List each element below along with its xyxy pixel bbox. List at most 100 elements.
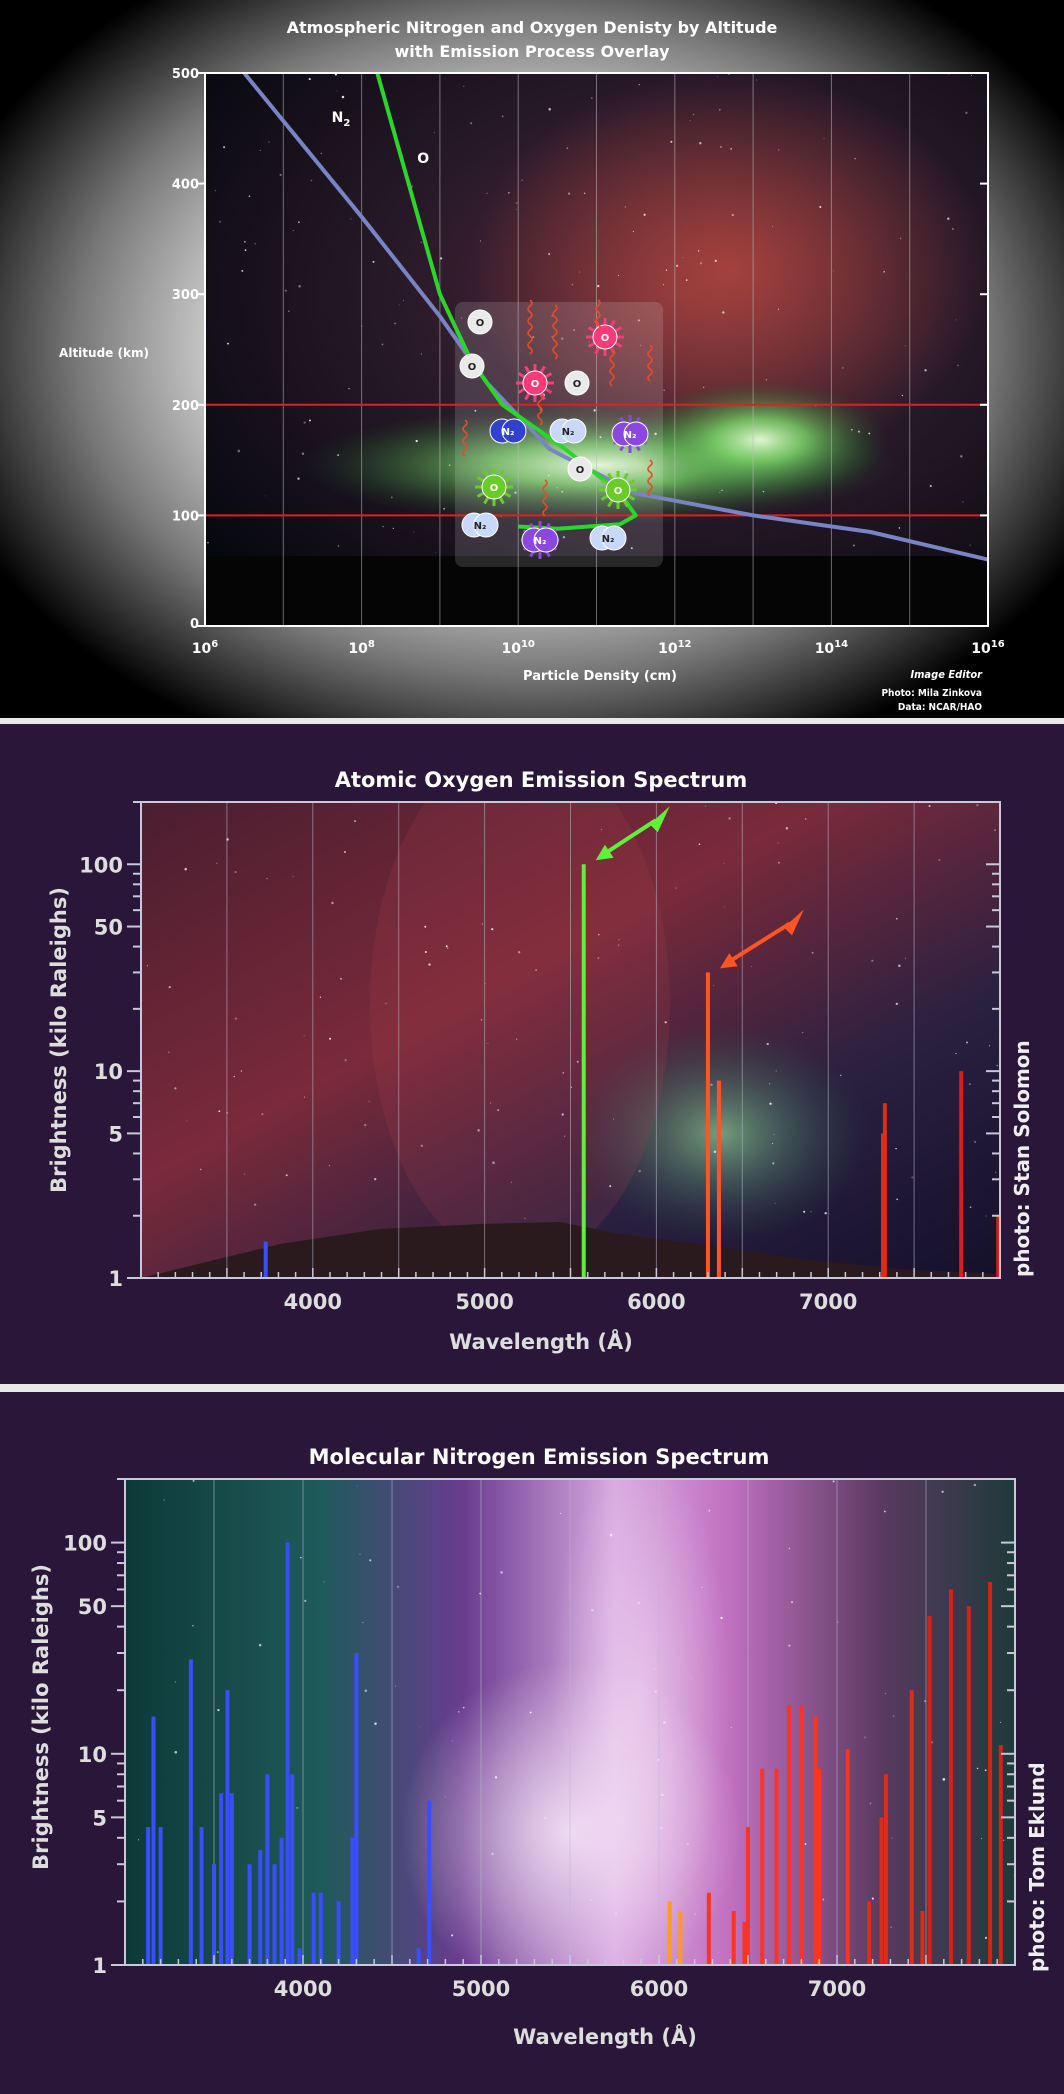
photon-emission-icon	[647, 459, 653, 497]
star	[643, 213, 646, 216]
emission-line	[879, 1817, 884, 1965]
emission-line	[279, 1837, 284, 1965]
star	[319, 996, 321, 998]
star	[996, 1064, 999, 1067]
star	[841, 366, 844, 369]
star	[618, 274, 620, 276]
star	[660, 1827, 663, 1830]
star	[396, 1585, 400, 1588]
photon-emission-icon	[647, 344, 653, 382]
star	[769, 1102, 772, 1105]
star	[896, 1198, 898, 1201]
star	[719, 145, 722, 148]
y-tick-label: 200	[172, 399, 199, 414]
star	[363, 1123, 367, 1127]
star	[723, 863, 725, 865]
emission-line	[229, 1793, 234, 1965]
star	[562, 1071, 565, 1074]
star	[698, 250, 700, 252]
star	[266, 878, 268, 880]
star	[692, 113, 695, 116]
star	[561, 1113, 564, 1116]
star	[871, 1897, 874, 1900]
star	[254, 243, 256, 245]
star	[301, 452, 305, 455]
star	[593, 409, 596, 412]
star	[500, 1571, 503, 1574]
emission-line	[354, 1653, 359, 1965]
star	[146, 965, 148, 967]
emission-line	[285, 1542, 290, 1965]
y-tick-label: 100	[172, 509, 199, 524]
star	[548, 253, 551, 255]
y-tick-label: 50	[78, 1595, 107, 1619]
emission-line	[909, 1690, 914, 1965]
star	[490, 1102, 492, 1104]
star	[348, 388, 350, 390]
star	[724, 906, 726, 908]
star	[722, 311, 725, 314]
star	[562, 535, 566, 539]
oxygen-atom-icon: O	[564, 370, 590, 396]
star	[955, 319, 957, 321]
star	[598, 933, 600, 936]
molecule-label: N₂	[602, 534, 615, 545]
star	[597, 957, 600, 960]
star	[966, 1041, 968, 1044]
photo-credit: photo: Stan Solomon	[1010, 1040, 1034, 1277]
star	[268, 141, 270, 143]
photo-credit: photo: Tom Eklund	[1025, 1762, 1049, 1972]
star	[988, 1044, 991, 1047]
star	[300, 1556, 302, 1559]
star	[215, 190, 217, 192]
star	[419, 1726, 421, 1728]
star	[359, 1553, 361, 1555]
star	[890, 1926, 892, 1928]
star	[713, 1150, 717, 1153]
molecule-label: O	[476, 318, 485, 329]
emission-line	[416, 1948, 421, 1965]
x-tick-label: 7000	[799, 1290, 857, 1314]
emission-line	[318, 1892, 323, 1965]
star	[298, 221, 300, 223]
star	[832, 1480, 835, 1483]
star	[801, 1031, 804, 1034]
star	[264, 495, 266, 497]
star	[514, 491, 517, 494]
star	[350, 218, 352, 220]
y-axis-label: Brightness (kilo Raleighs)	[29, 1564, 53, 1870]
molecule-label: O	[573, 379, 582, 390]
star	[941, 1490, 944, 1493]
star	[561, 490, 564, 493]
oxygen-spectrum-panel: 1 5 10 50 100 4000 5000 6000 7000 Atomic Oxygen …	[0, 724, 1064, 1384]
star	[292, 230, 294, 231]
star	[258, 1643, 262, 1647]
star	[174, 1750, 178, 1754]
star	[516, 1038, 518, 1040]
emission-line	[731, 1911, 736, 1965]
star	[938, 859, 941, 862]
star	[613, 1118, 615, 1120]
molecule-label: O	[601, 333, 610, 344]
star	[682, 256, 684, 258]
star	[216, 1951, 219, 1954]
star	[433, 131, 435, 133]
star	[508, 192, 510, 194]
star	[413, 531, 415, 533]
x-axis-label: Wavelength (Å)	[513, 2024, 697, 2049]
star	[824, 1212, 827, 1215]
star	[494, 1776, 498, 1779]
emission-line	[290, 1774, 295, 1965]
emission-line	[716, 1080, 721, 1278]
star	[721, 489, 723, 492]
star	[617, 944, 620, 947]
emission-line	[146, 1827, 151, 1965]
star	[226, 342, 230, 345]
star	[303, 1034, 305, 1037]
star	[686, 1842, 689, 1846]
star	[510, 1181, 513, 1183]
star	[240, 1070, 243, 1072]
star	[955, 1052, 957, 1055]
star	[451, 1934, 454, 1937]
nitrogen-molecule-icon: N₂	[461, 512, 499, 538]
